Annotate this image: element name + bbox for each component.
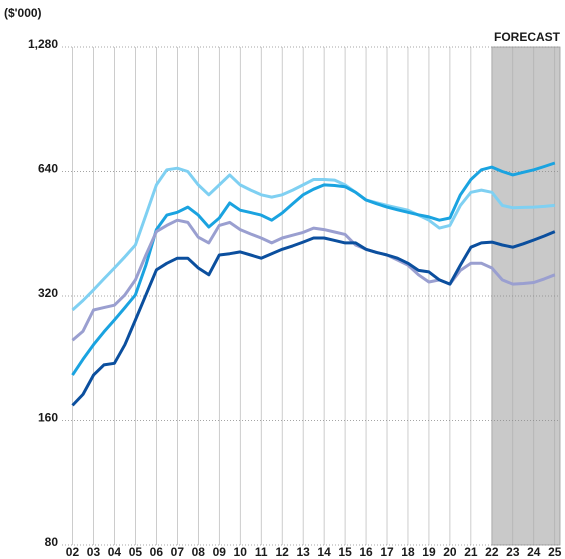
x-tick-label: 17 bbox=[380, 545, 394, 559]
x-tick-label: 09 bbox=[213, 545, 227, 559]
series-line bbox=[71, 161, 556, 376]
y-tick-label: 160 bbox=[38, 411, 58, 425]
x-tick-label: 13 bbox=[296, 545, 310, 559]
x-tick-label: 23 bbox=[506, 545, 520, 559]
x-tick-label: 10 bbox=[234, 545, 248, 559]
x-tick-label: 22 bbox=[485, 545, 499, 559]
x-tick-label: 21 bbox=[464, 545, 478, 559]
x-tick-label: 05 bbox=[129, 545, 143, 559]
x-tick-label: 04 bbox=[108, 545, 122, 559]
x-tick-label: 20 bbox=[443, 545, 457, 559]
x-tick-label: 08 bbox=[192, 545, 206, 559]
series-line bbox=[71, 230, 556, 407]
x-tick-label: 14 bbox=[317, 545, 331, 559]
x-tick-label: 16 bbox=[359, 545, 373, 559]
y-tick-label: 80 bbox=[45, 535, 59, 549]
x-tick-label: 07 bbox=[171, 545, 185, 559]
series-line bbox=[71, 166, 555, 312]
y-axis-label: ($'000) bbox=[4, 6, 42, 20]
x-tick-label: 19 bbox=[422, 545, 436, 559]
x-tick-label: 24 bbox=[527, 545, 541, 559]
x-tick-label: 18 bbox=[401, 545, 415, 559]
series-line bbox=[71, 218, 556, 342]
x-tick-label: 12 bbox=[275, 545, 289, 559]
x-tick-label: 25 bbox=[548, 545, 562, 559]
y-tick-label: 320 bbox=[38, 286, 58, 300]
forecast-region bbox=[491, 46, 561, 546]
x-tick-label: 11 bbox=[255, 545, 268, 559]
x-tick-label: 06 bbox=[150, 545, 164, 559]
x-tick-label: 15 bbox=[338, 545, 352, 559]
x-tick-label: 02 bbox=[66, 545, 80, 559]
x-tick-label: 03 bbox=[87, 545, 101, 559]
y-tick-label: 640 bbox=[38, 162, 58, 176]
y-tick-label: 1,280 bbox=[28, 37, 58, 51]
forecast-label: FORECAST bbox=[494, 30, 561, 44]
